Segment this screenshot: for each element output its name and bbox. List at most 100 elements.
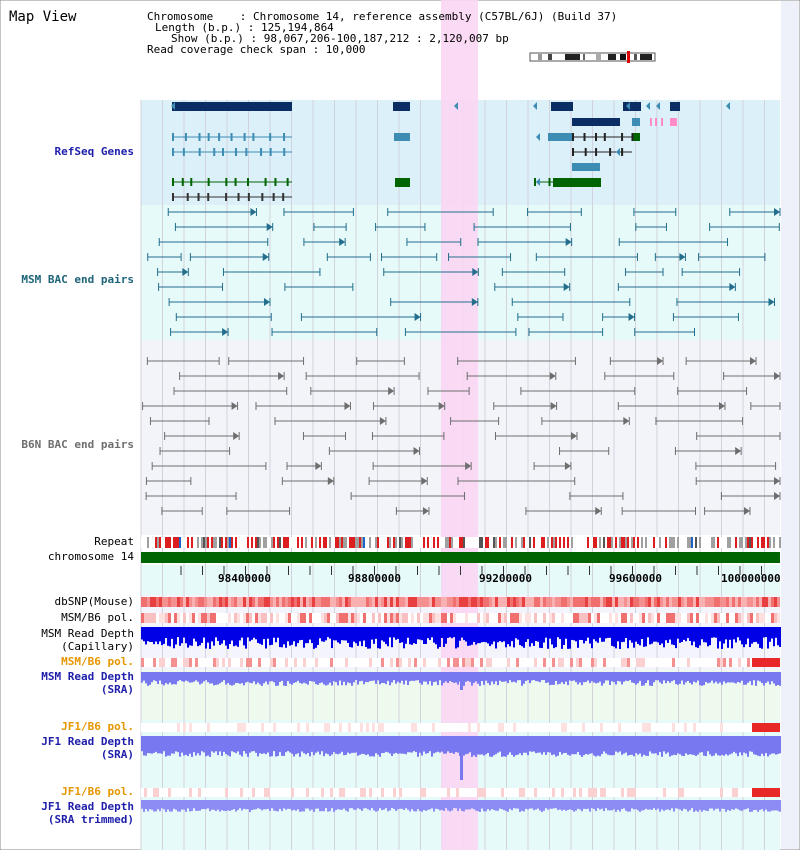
msm-capillary-depth — [585, 627, 587, 641]
dbsnp-heat — [606, 597, 609, 607]
repeat-segment — [521, 537, 523, 548]
pol-heat — [750, 723, 753, 732]
repeat-segment — [153, 537, 155, 548]
gene-block — [632, 133, 640, 141]
pol-heat — [297, 658, 300, 667]
msm-sra-depth — [195, 672, 197, 681]
pol-heat — [729, 658, 732, 667]
msm-sra-depth — [591, 672, 593, 682]
dbsnp-heat — [372, 597, 375, 607]
msm-capillary-depth — [593, 627, 595, 640]
pol-heat — [339, 613, 342, 623]
jf1-trimmed-depth — [461, 800, 463, 811]
dbsnp-heat — [741, 597, 744, 607]
dbsnp-heat — [477, 597, 480, 607]
pol-heat — [387, 613, 390, 623]
pol-heat — [234, 658, 237, 667]
track-label-refseq[interactable]: RefSeq Genes — [54, 145, 134, 158]
msm-sra-depth — [723, 672, 725, 682]
pol-heat — [546, 613, 549, 623]
jf1-sra-depth — [687, 736, 689, 755]
track-label-msm-bac[interactable]: MSM BAC end pairs — [21, 273, 134, 286]
pol-heat — [399, 788, 402, 797]
pol-heat — [495, 723, 498, 732]
msm-capillary-depth — [599, 627, 601, 638]
pol-heat — [717, 723, 720, 732]
jf1-sra-depth — [641, 736, 643, 757]
track-label-jf1-b6-pol[interactable]: JF1/B6 pol. — [61, 720, 134, 733]
jf1-sra-depth — [363, 736, 365, 755]
jf1-sra-depth — [531, 736, 533, 752]
jf1-trimmed-depth — [327, 800, 329, 812]
msm-capillary-depth — [751, 627, 753, 644]
pol-heat — [456, 658, 459, 667]
repeat-segment — [313, 537, 315, 548]
pol-heat — [621, 788, 624, 797]
pol-heat — [447, 613, 450, 623]
jf1-trimmed-depth — [313, 800, 315, 812]
pol-heat — [285, 658, 288, 667]
pol-heat — [225, 658, 228, 667]
msm-sra-depth — [309, 672, 311, 682]
msm-capillary-depth — [431, 627, 433, 638]
track-label-repeat[interactable]: Repeat — [94, 535, 134, 548]
msm-capillary-depth — [731, 627, 733, 649]
pol-heat — [198, 723, 201, 732]
pol-heat — [162, 613, 165, 623]
msm-sra-depth — [279, 672, 281, 682]
dbsnp-heat — [147, 597, 150, 607]
repeat-segment — [461, 537, 463, 548]
pol-heat — [261, 658, 264, 667]
dbsnp-heat — [699, 597, 702, 607]
jf1-sra-depth — [693, 736, 695, 755]
pol-heat — [633, 613, 636, 623]
msm-sra-depth — [159, 672, 161, 681]
gene-block — [670, 102, 680, 111]
msm-sra-depth — [141, 672, 143, 683]
msm-sra-depth — [171, 672, 173, 685]
repeat-segment — [309, 537, 311, 548]
pol-heat — [327, 658, 330, 667]
pol-heat — [390, 658, 393, 667]
repeat-segment — [737, 537, 739, 548]
pol-heat — [702, 613, 705, 623]
track-label-chromosome[interactable]: chromosome 14 — [47, 550, 134, 563]
dbsnp-heat — [447, 597, 450, 607]
track-label-b6n-bac[interactable]: B6N BAC end pairs — [21, 438, 134, 451]
msm-capillary-depth — [487, 627, 489, 644]
msm-sra-depth — [453, 672, 455, 683]
track-label-dbsnp[interactable]: dbSNP(Mouse) — [54, 595, 134, 608]
repeat-segment — [341, 537, 343, 548]
pol-heat — [429, 723, 432, 732]
pol-heat — [348, 658, 351, 667]
dbsnp-heat — [738, 597, 741, 607]
jf1-trimmed-depth — [439, 800, 441, 811]
msm-capillary-depth — [671, 627, 673, 645]
repeat-segment — [351, 537, 353, 548]
jf1-trimmed-depth — [667, 800, 669, 810]
msm-capillary-depth — [583, 627, 585, 644]
msm-capillary-depth — [483, 627, 485, 642]
jf1-sra-depth — [243, 736, 245, 752]
jf1-sra-depth — [625, 736, 627, 753]
jf1-trimmed-depth — [457, 800, 459, 812]
msm-capillary-depth — [447, 627, 449, 638]
dbsnp-heat — [561, 597, 564, 607]
jf1-sra-depth — [749, 736, 751, 752]
jf1-sra-depth — [301, 736, 303, 752]
track-label-jf1-depth-sra[interactable]: JF1 Read Depth — [41, 735, 134, 748]
track-label-jf1-b6-pol-2[interactable]: JF1/B6 pol. — [61, 785, 134, 798]
msm-capillary-depth — [281, 627, 283, 648]
pol-heat — [198, 613, 201, 623]
track-label-msm-b6-pol-2[interactable]: MSM/B6 pol. — [61, 655, 134, 668]
track-label-msm-depth-capillary[interactable]: MSM Read Depth — [41, 627, 134, 640]
dbsnp-heat — [450, 597, 453, 607]
track-label-jf1-depth-trimmed[interactable]: JF1 Read Depth — [41, 800, 134, 813]
jf1-sra-depth — [745, 736, 747, 754]
track-label-msm-depth-sra[interactable]: MSM Read Depth — [41, 670, 134, 683]
msm-bac-pair-end — [414, 313, 421, 321]
pol-heat — [738, 613, 741, 623]
jf1-trimmed-depth — [733, 800, 735, 810]
track-label-msm-b6-pol[interactable]: MSM/B6 pol. — [61, 611, 134, 624]
